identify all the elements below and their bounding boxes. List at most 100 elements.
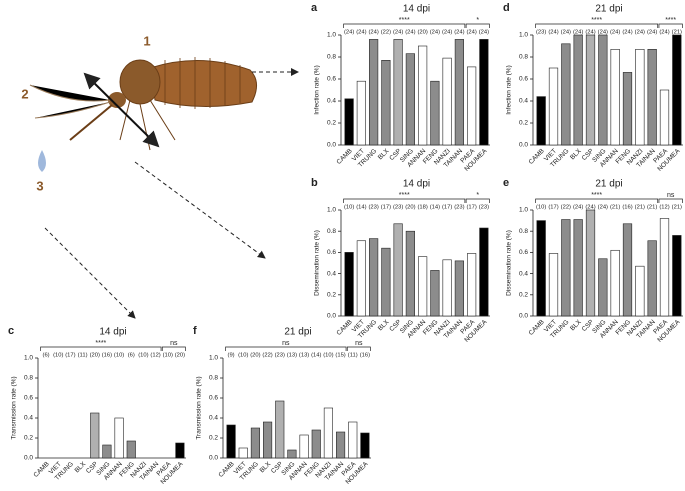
bar: [454, 39, 464, 146]
n-label: (24): [466, 30, 476, 36]
bar: [175, 442, 185, 459]
n-label: (21): [647, 205, 657, 211]
y-axis-label: Dissemination rate (%): [506, 230, 513, 296]
n-label: (10): [238, 353, 248, 359]
diagram-label: 3: [36, 178, 43, 193]
y-tick-label: 0.8: [24, 375, 33, 382]
n-label: (17): [65, 353, 75, 359]
n-label: (20): [417, 30, 427, 36]
bar: [548, 67, 559, 146]
chart-title: 21 dpi: [284, 327, 311, 338]
chart-title: 21 dpi: [595, 4, 622, 15]
x-tick-label: BLX: [569, 147, 583, 161]
y-tick-label: 0.0: [327, 313, 336, 320]
n-label: (15): [335, 353, 345, 359]
significance-bracket: [346, 346, 371, 351]
y-axis-label: Infection rate (%): [506, 65, 513, 115]
y-tick-label: 0.8: [519, 54, 528, 61]
panel-letter: d: [503, 2, 510, 14]
diagram-label: 1: [143, 33, 150, 48]
y-tick-label: 0.4: [519, 270, 528, 277]
y-tick-label: 0.8: [519, 228, 528, 235]
n-label: (24): [610, 30, 620, 36]
significance-label: ****: [591, 192, 602, 199]
n-label: (24): [647, 30, 657, 36]
bar: [442, 57, 452, 146]
bar: [610, 48, 620, 146]
bar: [90, 412, 100, 459]
y-tick-label: 0.0: [519, 142, 528, 149]
n-label: (24): [585, 30, 595, 36]
bar: [344, 252, 354, 317]
bar: [393, 39, 403, 146]
n-label: (24): [405, 30, 415, 36]
panel-letter: e: [503, 177, 509, 189]
y-tick-label: 0.0: [209, 455, 218, 462]
bar: [369, 238, 379, 317]
n-label: (20): [405, 205, 415, 211]
bar: [635, 265, 645, 317]
bar: [647, 240, 657, 317]
n-label: (22): [381, 30, 391, 36]
bar: [573, 34, 583, 146]
n-label: (10): [114, 353, 124, 359]
bar-chart: c 14 dpi Transmission rate (%) 0.0 0.2 0.4 0.6…: [8, 325, 186, 486]
y-tick-label: 0.0: [519, 313, 528, 320]
n-label: (24): [635, 30, 645, 36]
bar: [659, 89, 670, 146]
chart-title: 14 dpi: [403, 179, 430, 190]
n-label: (11): [78, 353, 88, 359]
bar: [250, 427, 260, 459]
chart-title: 21 dpi: [595, 179, 622, 190]
chart-title: 14 dpi: [99, 327, 126, 338]
x-tick-label: BLX: [377, 147, 391, 161]
bar: [672, 34, 682, 146]
n-label: (20): [175, 353, 185, 359]
bar: [336, 431, 346, 459]
significance-label: ns: [667, 192, 675, 199]
n-label: (12): [659, 205, 669, 211]
bar: [381, 247, 391, 317]
n-label: (24): [622, 30, 632, 36]
n-label: (24): [659, 30, 669, 36]
bar: [405, 230, 415, 317]
panel-letter: c: [8, 325, 14, 337]
n-label: (24): [454, 30, 464, 36]
y-tick-label: 0.8: [327, 54, 336, 61]
y-tick-label: 0.4: [24, 415, 33, 422]
bar: [344, 98, 354, 146]
diagram-label: 2: [21, 86, 28, 101]
n-label: (23): [479, 205, 489, 211]
significance-label: ****: [399, 17, 410, 24]
y-tick-label: 0.6: [519, 76, 528, 83]
bar: [360, 432, 370, 459]
bar-chart: d 21 dpi Infection rate (%) 0.0 0.2 0.4 0.6 0.8…: [503, 2, 683, 173]
significance-bracket: [40, 346, 162, 351]
n-label: (14): [356, 205, 366, 211]
n-label: (12): [150, 353, 160, 359]
chart-title: 14 dpi: [403, 4, 430, 15]
n-label: (17): [442, 205, 452, 211]
significance-bracket: [465, 198, 490, 203]
bar: [561, 43, 571, 146]
bar: [467, 253, 477, 317]
bar-chart: b 14 dpi Dissemination rate (%) 0.0 0.2 0.4 0.…: [311, 177, 490, 344]
n-label: (14): [311, 353, 321, 359]
n-label: (10): [344, 205, 354, 211]
n-label: (24): [561, 30, 571, 36]
n-label: (21): [635, 205, 645, 211]
n-label: (22): [561, 205, 571, 211]
y-axis-label: Transmission rate (%): [196, 376, 203, 439]
bar: [126, 440, 136, 459]
significance-label: ****: [665, 17, 676, 24]
y-tick-label: 0.2: [327, 120, 336, 127]
significance-label: ****: [95, 340, 106, 347]
n-label: (9): [228, 353, 235, 359]
mosquito-illustration: [29, 57, 299, 319]
n-label: (24): [430, 30, 440, 36]
bar: [647, 48, 657, 146]
bar: [622, 223, 633, 317]
y-tick-label: 0.8: [327, 228, 336, 235]
y-tick-label: 0.6: [519, 249, 528, 256]
n-label: (16): [360, 353, 370, 359]
